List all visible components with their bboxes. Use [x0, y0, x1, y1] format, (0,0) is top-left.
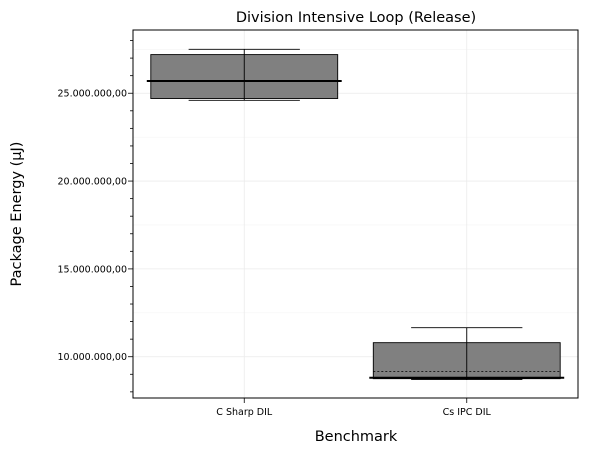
x-axis-title: Benchmark — [315, 429, 398, 445]
plot-panel-border — [132, 29, 579, 399]
x-tick-label: C Sharp DIL — [216, 407, 273, 418]
y-tick-label: 25.000.000,00 — [57, 89, 127, 100]
x-tick-label: Cs IPC DIL — [443, 407, 492, 418]
y-tick-label: 10.000.000,00 — [57, 352, 127, 363]
chart-title: Division Intensive Loop (Release) — [236, 10, 476, 26]
y-tick-label: 20.000.000,00 — [57, 177, 127, 188]
y-axis-title: Package Energy (µJ) — [9, 142, 25, 287]
y-tick-label: 15.000.000,00 — [57, 264, 127, 275]
